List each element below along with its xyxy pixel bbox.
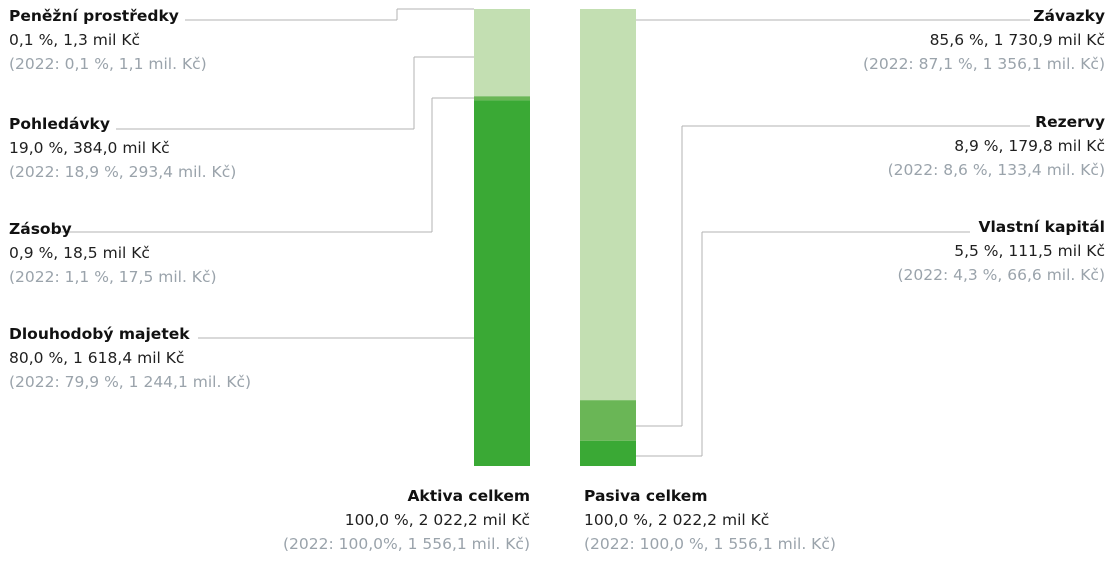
label-receivables: Pohledávky 19,0 %, 384,0 mil Kč (2022: 1…: [9, 112, 236, 184]
label-cash-current: 0,1 %, 1,3 mil Kč: [9, 31, 141, 49]
label-equity-current: 5,5 %, 111,5 mil Kč: [954, 242, 1105, 260]
bar-segment-provisions: [580, 400, 636, 441]
total-liabilities-equity-title: Pasiva celkem: [584, 487, 708, 505]
bar-segment-equity: [580, 440, 636, 467]
total-assets-current: 100,0 %, 2 022,2 mil Kč: [344, 511, 530, 529]
total-assets-previous: (2022: 100,0%, 1 556,1 mil. Kč): [283, 535, 530, 553]
bar-segment-cash: [474, 9, 530, 10]
label-liabilities-title: Závazky: [1033, 7, 1105, 25]
label-inventories-current: 0,9 %, 18,5 mil Kč: [9, 244, 150, 262]
label-fixed-assets: Dlouhodobý majetek 80,0 %, 1 618,4 mil K…: [9, 322, 251, 394]
total-assets-title: Aktiva celkem: [407, 487, 530, 505]
label-receivables-previous: (2022: 18,9 %, 293,4 mil. Kč): [9, 163, 237, 181]
label-receivables-title: Pohledávky: [9, 115, 110, 133]
label-fixed-assets-current: 80,0 %, 1 618,4 mil Kč: [9, 349, 185, 367]
total-liabilities-equity-current: 100,0 %, 2 022,2 mil Kč: [584, 511, 770, 529]
label-provisions-previous: (2022: 8,6 %, 133,4 mil. Kč): [887, 161, 1105, 179]
label-equity: Vlastní kapitál 5,5 %, 111,5 mil Kč (202…: [897, 215, 1105, 287]
label-liabilities: Závazky 85,6 %, 1 730,9 mil Kč (2022: 87…: [863, 4, 1105, 76]
label-receivables-current: 19,0 %, 384,0 mil Kč: [9, 139, 170, 157]
label-inventories-title: Zásoby: [9, 220, 72, 238]
total-liabilities-equity: Pasiva celkem 100,0 %, 2 022,2 mil Kč (2…: [584, 484, 836, 556]
total-assets: Aktiva celkem 100,0 %, 2 022,2 mil Kč (2…: [283, 484, 530, 556]
label-liabilities-previous: (2022: 87,1 %, 1 356,1 mil. Kč): [862, 55, 1105, 73]
label-inventories-previous: (2022: 1,1 %, 17,5 mil. Kč): [9, 268, 217, 286]
label-provisions: Rezervy 8,9 %, 179,8 mil Kč (2022: 8,6 %…: [888, 110, 1105, 182]
label-cash: Peněžní prostředky 0,1 %, 1,3 mil Kč (20…: [9, 4, 207, 76]
label-cash-previous: (2022: 0,1 %, 1,1 mil. Kč): [9, 55, 207, 73]
label-liabilities-current: 85,6 %, 1 730,9 mil Kč: [929, 31, 1105, 49]
label-inventories: Zásoby 0,9 %, 18,5 mil Kč (2022: 1,1 %, …: [9, 217, 217, 289]
leader-lines: [50, 8, 1030, 457]
bar-segment-liabilities: [580, 9, 636, 401]
liabilities-bar: [580, 9, 636, 467]
assets-bar: [474, 9, 530, 467]
total-liabilities-equity-previous: (2022: 100,0 %, 1 556,1 mil. Kč): [584, 535, 836, 553]
label-provisions-current: 8,9 %, 179,8 mil Kč: [954, 137, 1105, 155]
label-fixed-assets-title: Dlouhodobý majetek: [9, 325, 190, 343]
label-equity-previous: (2022: 4,3 %, 66,6 mil. Kč): [897, 266, 1105, 284]
label-fixed-assets-previous: (2022: 79,9 %, 1 244,1 mil. Kč): [9, 373, 252, 391]
label-equity-title: Vlastní kapitál: [978, 218, 1105, 236]
bar-segment-receivables: [474, 9, 530, 97]
bar-segment-inventories: [474, 96, 530, 101]
bar-segment-fixed-assets: [474, 100, 530, 467]
label-provisions-title: Rezervy: [1035, 113, 1105, 131]
label-cash-title: Peněžní prostředky: [9, 7, 179, 25]
